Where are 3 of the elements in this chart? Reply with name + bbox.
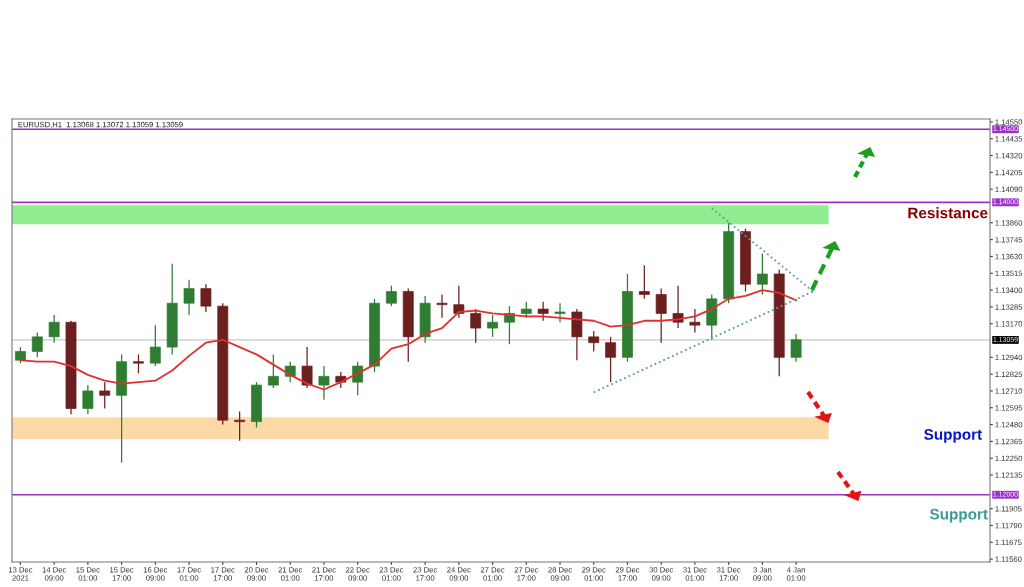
annotation: Support	[924, 429, 982, 443]
annotation: Resistance	[908, 207, 988, 219]
annotation: Support	[929, 508, 988, 523]
